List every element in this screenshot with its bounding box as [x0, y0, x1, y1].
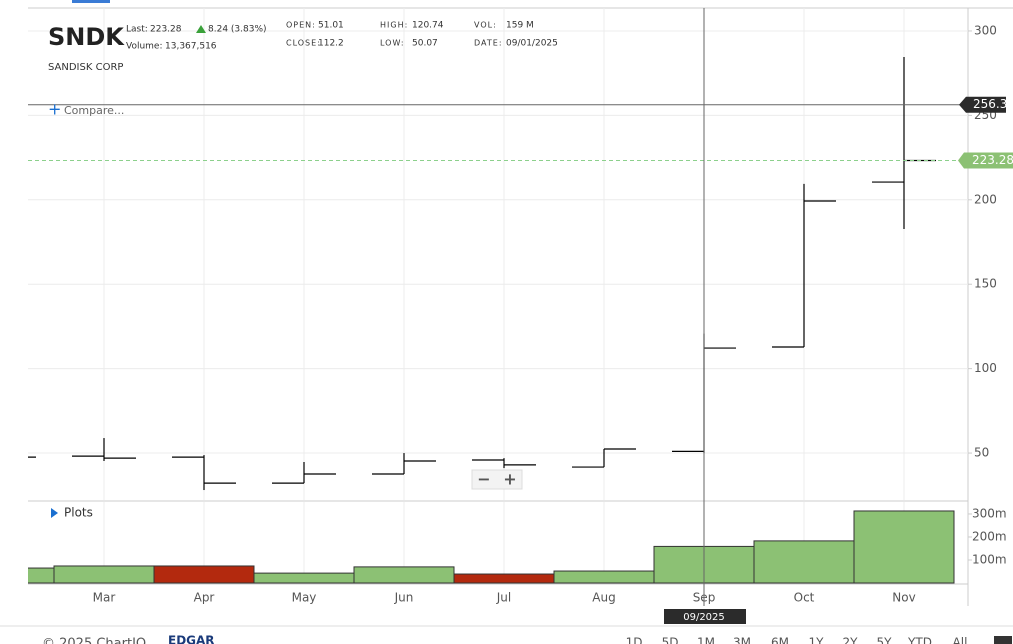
zoom-control	[471, 469, 523, 490]
volume-bar	[253, 572, 355, 584]
zoom-out[interactable]: −	[477, 470, 490, 489]
volume-bar	[853, 510, 955, 584]
x-tick-label: Aug	[592, 591, 615, 605]
up-arrow	[196, 25, 206, 33]
volume-bar	[28, 567, 55, 584]
crosshair-price: 256.3	[973, 97, 1007, 111]
range-button[interactable]: 1M	[697, 636, 715, 644]
y-tick-label: 150	[974, 277, 997, 291]
source: EDGAR	[168, 634, 215, 644]
last-value: 223.28	[150, 25, 182, 35]
crosshair-date-tag	[664, 609, 746, 624]
range-button[interactable]: 2Y	[843, 636, 859, 644]
stat-label: LOW:	[380, 39, 405, 48]
range-button[interactable]: 6M	[771, 636, 789, 644]
volume-tick-label: 300m	[972, 506, 1007, 520]
stats: OPEN: 51.01 CLOSE:112.2 HIGH: 120.74 LOW: 50.0…	[286, 21, 558, 49]
y-tick-label: 50	[974, 446, 989, 460]
plots[interactable]: Plots	[64, 506, 93, 520]
stat-value: 50.07	[412, 39, 438, 49]
crosshair-price-tag	[959, 96, 1006, 113]
stat-value: 09/01/2025	[506, 39, 558, 49]
compare[interactable]: Compare...	[64, 104, 124, 117]
volume-value: 13,367,516	[165, 42, 217, 52]
volume-bar	[753, 540, 855, 584]
plots-toggle[interactable]	[51, 508, 58, 518]
overlay: 223.28 256.3 09/2025	[28, 8, 1013, 624]
copyright: © 2025 ChartIQ	[42, 637, 146, 644]
company: SANDISK CORP	[48, 62, 123, 73]
x-tick-label: Nov	[892, 591, 915, 605]
x-tick-label: Jun	[394, 591, 414, 605]
stat-label: HIGH:	[380, 21, 408, 30]
last-label: Last:	[126, 25, 148, 35]
volume-bar	[153, 565, 255, 584]
zoom-in[interactable]: +	[503, 470, 516, 489]
last-price-label: 223.28	[972, 153, 1013, 167]
range-button[interactable]: 5Y	[877, 636, 893, 644]
stat-label: VOL:	[474, 21, 497, 30]
tab-indicator	[72, 0, 110, 3]
footer: © 2025 ChartIQ EDGAR 1D 5D 1M 3M 6M 1Y 2Y 5Y YTD Al…	[42, 634, 1012, 644]
range-button[interactable]: 3M	[733, 636, 751, 644]
crosshair-date: 09/2025	[683, 612, 725, 623]
y-tick-label: 100	[974, 361, 997, 375]
volume-bar	[53, 565, 155, 584]
x-tick-label: Apr	[194, 591, 215, 605]
volume-tick-label: 100m	[972, 552, 1007, 566]
compare-plus[interactable]: +	[48, 100, 61, 119]
stat-label: CLOSE:	[286, 39, 321, 48]
y-tick-label: 200	[974, 192, 997, 206]
marks	[28, 56, 955, 584]
range-button[interactable]: All	[953, 636, 968, 644]
x-tick-label: Mar	[93, 591, 116, 605]
stat-value: 112.2	[318, 39, 344, 49]
range-button[interactable]: 1Y	[809, 636, 825, 644]
range-button[interactable]: 1D	[626, 636, 643, 644]
calendar-icon	[994, 636, 1012, 644]
stat-value: 120.74	[412, 21, 444, 31]
change: 8.24 (3.83%)	[208, 25, 267, 35]
ticker: SNDK	[48, 23, 125, 51]
volume-tick-label: 200m	[972, 529, 1007, 543]
x-tick-label: Oct	[794, 591, 815, 605]
last-price-tag	[958, 152, 1013, 169]
stat-value: 51.01	[318, 21, 344, 31]
range-button[interactable]: 5D	[662, 636, 679, 644]
stat-label: DATE:	[474, 39, 503, 48]
stat-label: OPEN:	[286, 21, 316, 30]
x-tick-label: May	[292, 591, 317, 605]
stat-value: 159 M	[506, 21, 534, 31]
volume-bar	[453, 573, 555, 584]
volume-label: Volume:	[126, 42, 163, 52]
volume-bar	[553, 570, 655, 584]
volume-bar	[353, 566, 455, 584]
x-tick-label: Jul	[496, 591, 511, 605]
range-button[interactable]: YTD	[907, 636, 932, 644]
y-tick-label: 300	[974, 23, 997, 37]
